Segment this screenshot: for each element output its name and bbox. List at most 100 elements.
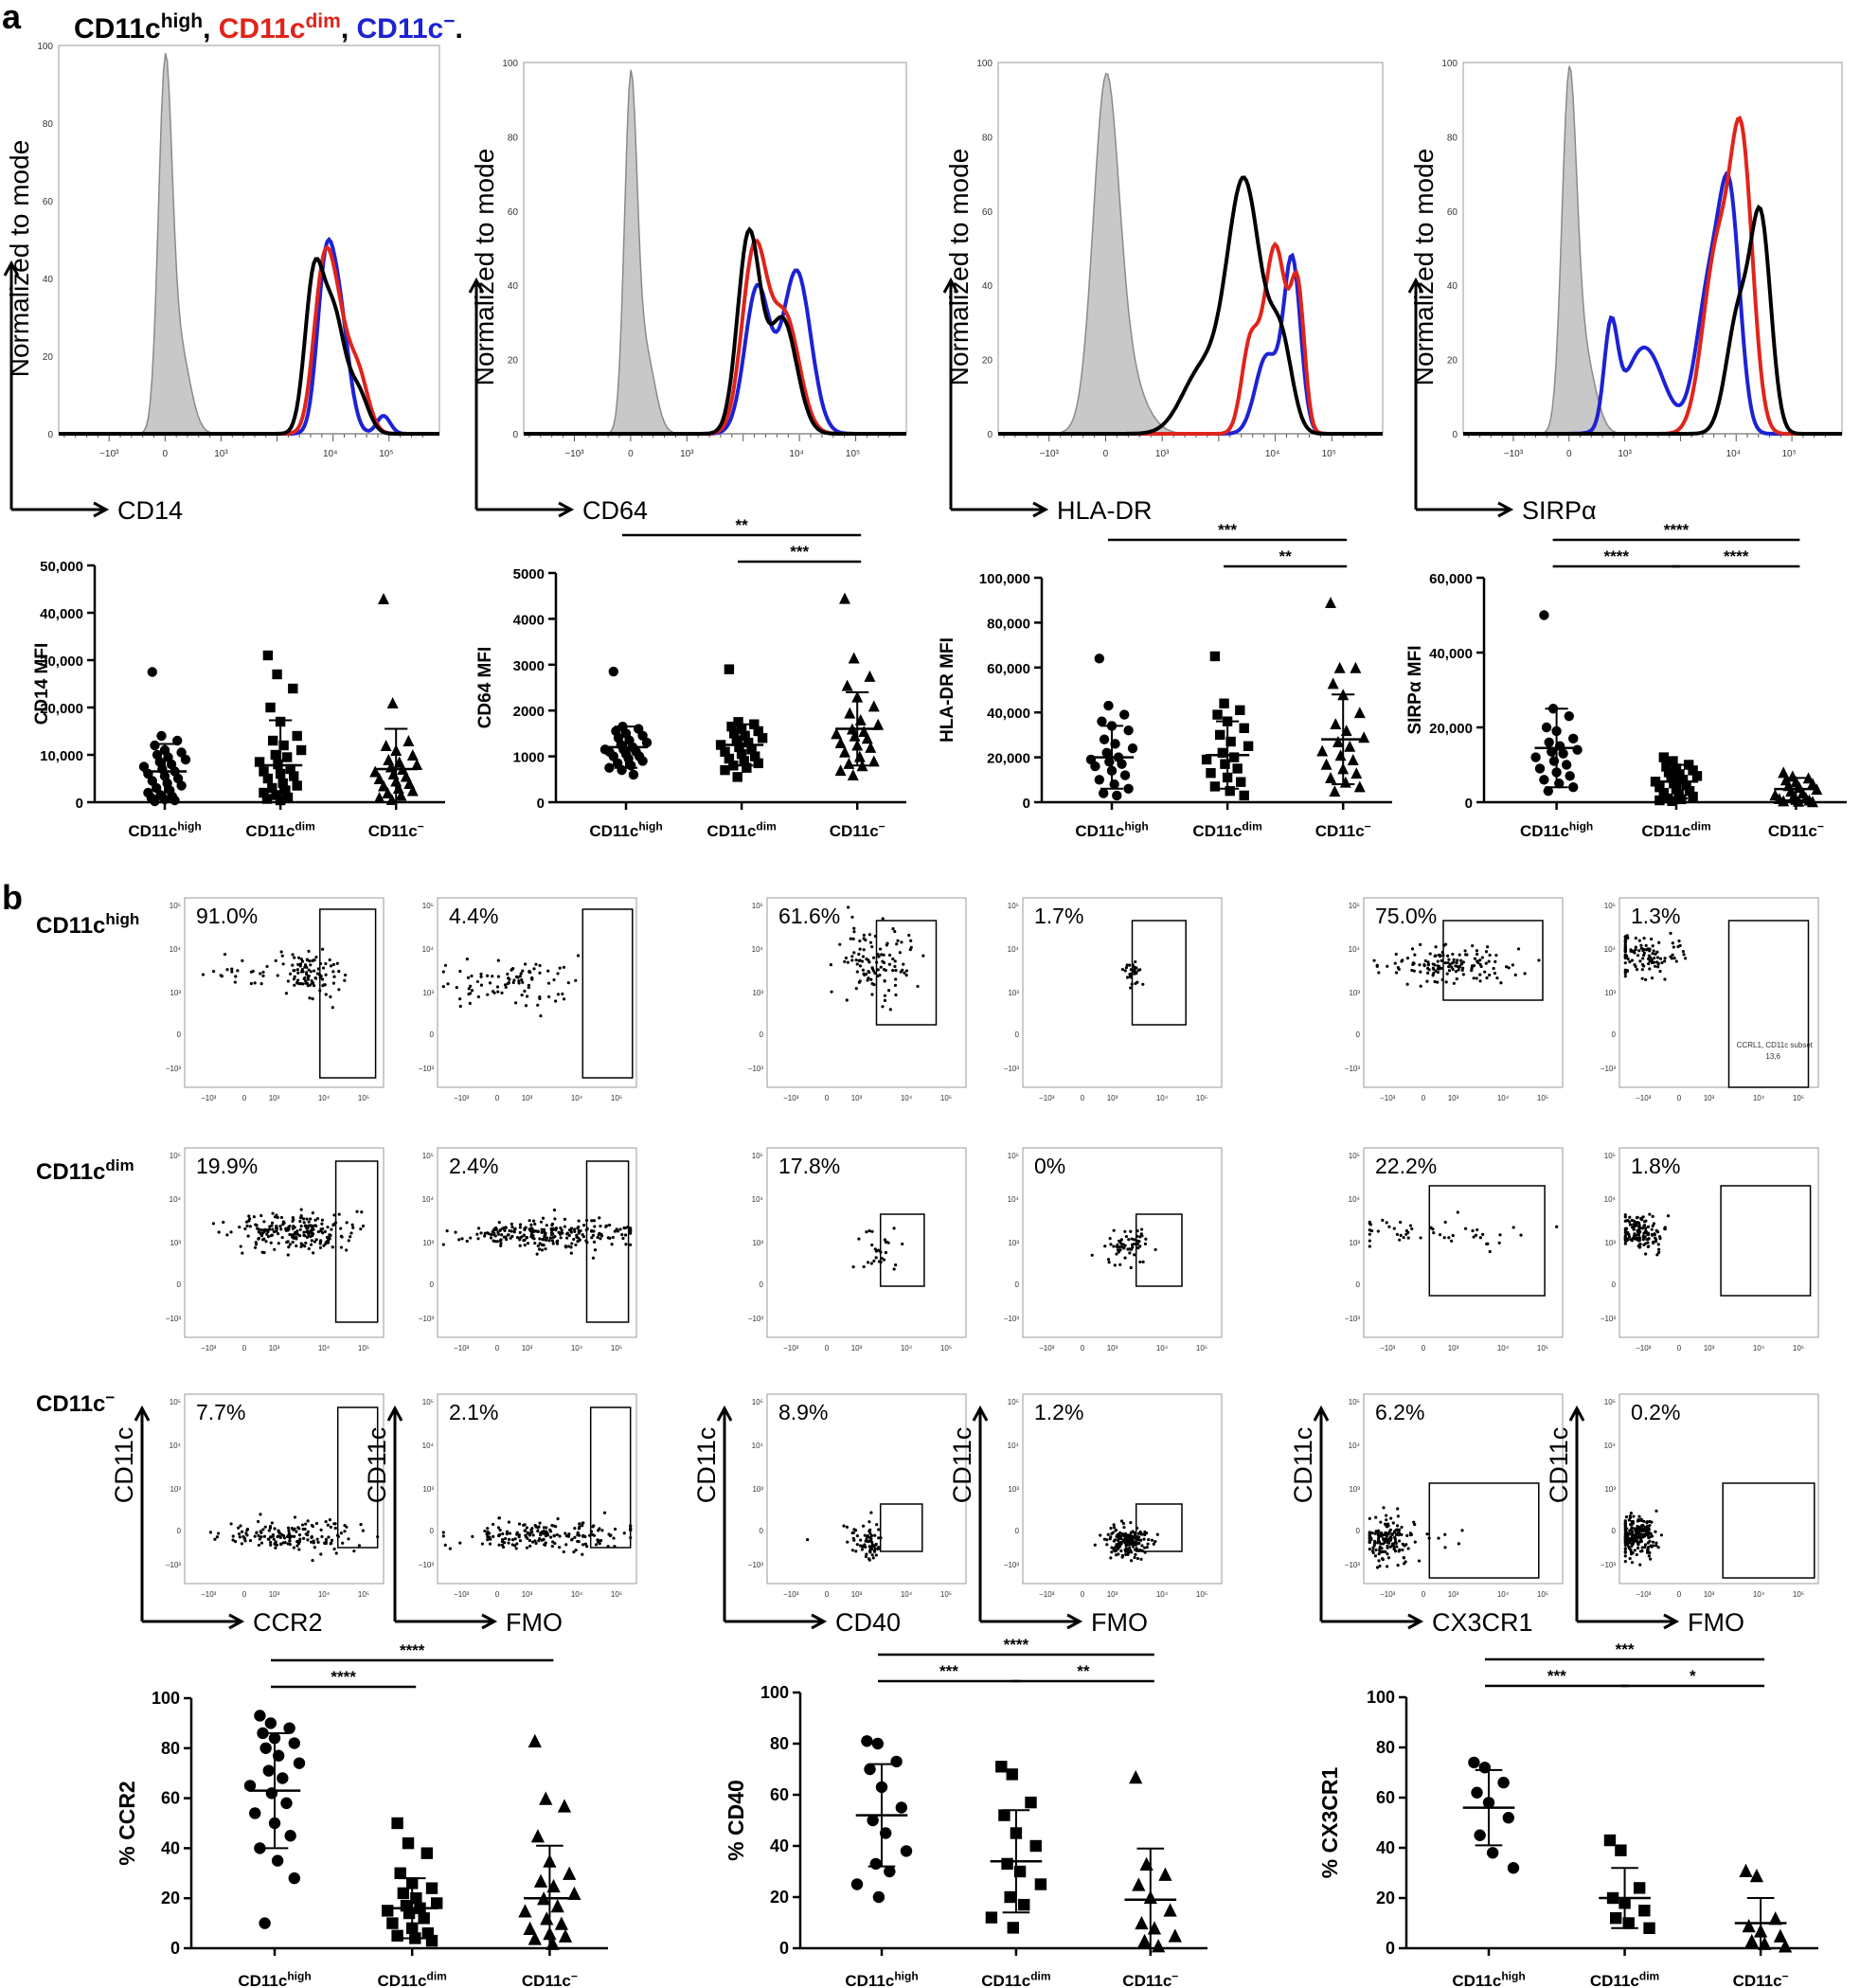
event-dot <box>513 1537 517 1541</box>
event-dot <box>1413 1540 1417 1544</box>
event-dot <box>864 1545 867 1549</box>
event-dot <box>629 1227 633 1230</box>
event-dot <box>561 992 564 996</box>
data-point-triangle <box>847 768 859 780</box>
flow-x-tick: 10³ <box>522 1590 533 1599</box>
histogram-y-tick: 100 <box>502 59 518 69</box>
data-point-triangle <box>1137 1933 1152 1948</box>
flow-y-tick: −10³ <box>1345 1561 1361 1569</box>
event-dot <box>1103 1245 1107 1248</box>
flow-y-tick: 10⁵ <box>1008 902 1019 910</box>
event-dot <box>1651 1214 1654 1218</box>
event-dot <box>598 1231 601 1235</box>
event-dot <box>241 1534 245 1539</box>
group-label: CD11c− <box>368 820 424 840</box>
data-point-square <box>295 744 307 756</box>
event-dot <box>1445 954 1450 958</box>
event-dot <box>566 1245 571 1248</box>
event-dot <box>1119 1536 1123 1541</box>
event-dot <box>538 995 542 999</box>
histogram-y-tick: 0 <box>1452 430 1458 440</box>
event-dot <box>532 1237 536 1241</box>
event-dot <box>1457 968 1460 972</box>
event-dot <box>578 1238 581 1242</box>
event-dot <box>1637 939 1641 942</box>
flow-y-tick: 10⁴ <box>1604 1442 1617 1450</box>
event-dot <box>1663 1227 1667 1231</box>
event-dot <box>533 1229 537 1233</box>
flow-x-tick: 10⁴ <box>1156 1590 1169 1599</box>
event-dot <box>499 1238 503 1242</box>
event-dot <box>295 1530 298 1533</box>
flow-y-tick: 10³ <box>1008 1239 1019 1247</box>
significance-stars: * <box>1690 1667 1696 1685</box>
event-dot <box>1393 961 1397 965</box>
event-dot <box>902 962 905 966</box>
event-dot <box>1447 1236 1451 1240</box>
event-dot <box>1392 1227 1396 1230</box>
flow-x-tick: −10³ <box>454 1344 470 1352</box>
flow-x-tick: −10³ <box>783 1590 799 1599</box>
event-dot <box>1479 964 1483 969</box>
data-point-triangle <box>831 727 843 740</box>
dot-plot-y-tick: 4000 <box>513 612 545 628</box>
histogram-line-high <box>998 175 1383 436</box>
event-dot <box>524 962 528 966</box>
event-dot <box>510 1538 515 1542</box>
event-dot <box>556 993 561 996</box>
flow-x-tick: 10⁴ <box>1753 1344 1765 1352</box>
event-dot <box>1130 1237 1134 1241</box>
event-dot <box>528 1544 532 1548</box>
event-dot <box>220 974 224 978</box>
event-dot <box>884 1250 888 1255</box>
event-dot <box>879 965 883 969</box>
event-dot <box>536 1003 540 1007</box>
flow-x-tick: 0 <box>495 1590 500 1599</box>
flow-plot-cx3cr1: 6.2%−10³ 0 10³ 10⁴ 10⁵10⁵10⁴10³0−10³CX3CR1CD… <box>1289 1393 1564 1637</box>
histogram-line-high <box>1463 204 1842 436</box>
event-dot <box>872 1549 877 1553</box>
event-dot <box>547 1239 551 1243</box>
histogram-y-tick: 60 <box>1447 207 1458 218</box>
event-dot <box>1636 1230 1640 1234</box>
event-dot <box>274 958 277 962</box>
dot-plot-y-tick: 80 <box>1376 1738 1395 1757</box>
significance-stars: **** <box>400 1641 425 1659</box>
flow-x-tick: 0 <box>1677 1344 1682 1352</box>
group-label-sup: − <box>1365 820 1371 833</box>
event-dot <box>1137 1541 1141 1546</box>
event-dot <box>350 1223 354 1227</box>
event-dot <box>1135 966 1138 970</box>
gate-rectangle <box>875 920 938 1026</box>
event-dot <box>514 1547 518 1550</box>
event-dot <box>279 1227 283 1231</box>
data-point-square <box>278 740 289 751</box>
event-dot <box>1516 947 1521 951</box>
event-dot <box>1406 1236 1410 1240</box>
flow-plot-cd40: 8.9%−10³ 0 10³ 10⁴ 10⁵10⁵10⁴10³0−10³CD40CD11… <box>692 1393 967 1637</box>
event-dot <box>592 1219 596 1223</box>
flow-y-tick: 10⁵ <box>170 1398 181 1406</box>
data-point-circle <box>1572 744 1583 755</box>
event-dot <box>1504 965 1509 969</box>
event-dot <box>1637 1518 1641 1523</box>
group-label-sup: dim <box>1242 820 1261 833</box>
data-point-circle <box>1547 746 1557 757</box>
event-dot <box>245 1529 249 1532</box>
histogram-x-tick: 0 <box>628 449 634 459</box>
data-point-square <box>431 1897 443 1909</box>
event-dot <box>1625 1227 1629 1230</box>
flow-x-tick: 10⁵ <box>358 1344 369 1352</box>
histogram-y-tick: 20 <box>508 356 519 367</box>
event-dot <box>873 934 877 939</box>
event-dot <box>295 1544 299 1548</box>
gate-percentage: 75.0% <box>1375 904 1437 928</box>
event-dot <box>873 971 877 976</box>
data-point-circle <box>1558 748 1568 759</box>
dot-plot-y-tick: 40 <box>770 1836 789 1855</box>
event-dot <box>1422 962 1426 967</box>
flow-x-tick: 10³ <box>522 1094 533 1102</box>
event-dot <box>1636 1533 1640 1537</box>
event-dot <box>577 1527 581 1531</box>
event-dot <box>1386 1544 1389 1549</box>
